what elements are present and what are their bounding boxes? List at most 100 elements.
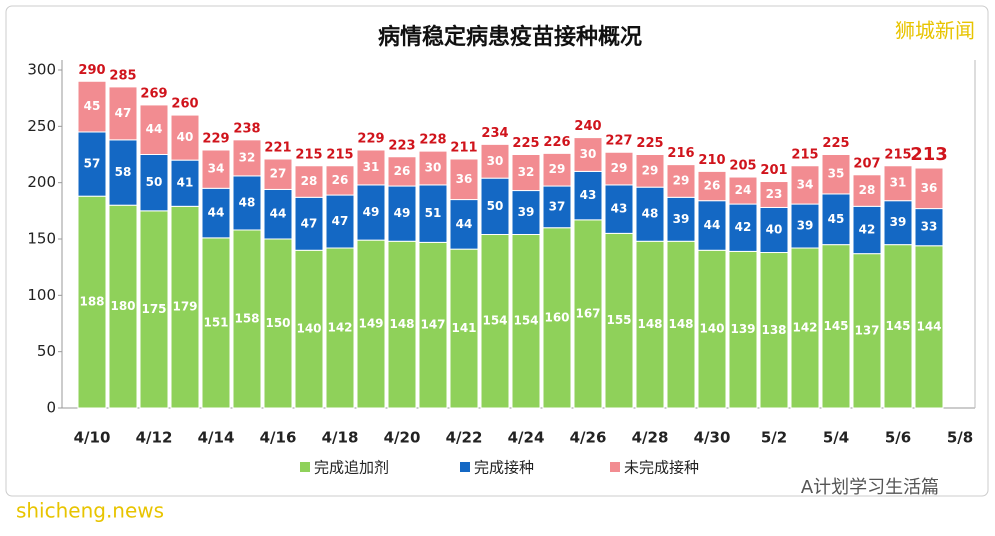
bar-segment	[542, 152, 572, 187]
bar-segment	[387, 156, 417, 187]
value-label: 140	[699, 322, 724, 336]
value-label: 138	[761, 323, 786, 337]
bar-segment	[480, 143, 510, 179]
value-label: 147	[420, 318, 445, 332]
bar-segment	[914, 167, 944, 210]
watermark: shicheng.news	[16, 499, 164, 523]
value-label: 137	[854, 323, 879, 337]
bar-segment	[232, 175, 262, 231]
bar-segment	[170, 114, 200, 161]
value-label: 167	[575, 306, 600, 320]
total-label: 260	[171, 97, 198, 112]
value-label: 35	[828, 167, 845, 181]
bar-segment	[821, 244, 851, 409]
value-label: 26	[394, 164, 411, 178]
value-label: 47	[332, 214, 349, 228]
total-label: 215	[791, 147, 818, 162]
total-label: 216	[667, 146, 694, 161]
total-label: 225	[636, 136, 663, 151]
value-label: 154	[482, 314, 507, 328]
total-label: 225	[512, 136, 539, 151]
bar-segment	[573, 137, 603, 172]
total-label: 215	[326, 147, 353, 162]
value-label: 175	[141, 302, 166, 316]
bar-segment	[387, 240, 417, 409]
bar-segment	[449, 158, 479, 201]
value-label: 39	[797, 219, 814, 233]
value-label: 44	[704, 218, 721, 232]
value-label: 40	[766, 222, 783, 236]
value-label: 42	[859, 222, 876, 236]
x-tick-label: 4/14	[198, 429, 235, 447]
y-tick-label: 150	[27, 230, 56, 248]
bar-segment	[77, 131, 107, 197]
bar-segment	[635, 240, 665, 409]
bar-segment	[170, 205, 200, 409]
bar-segment	[914, 245, 944, 409]
value-label: 47	[115, 106, 132, 120]
bar-segment	[356, 149, 386, 186]
x-tick-label: 4/30	[694, 429, 731, 447]
value-label: 50	[146, 175, 163, 189]
value-label: 34	[208, 162, 225, 176]
value-label: 148	[668, 317, 693, 331]
value-label: 26	[332, 173, 349, 187]
value-label: 45	[828, 212, 845, 226]
bar-segment	[77, 80, 107, 133]
total-label: 234	[481, 126, 508, 141]
bar-segment	[759, 206, 789, 254]
value-label: 24	[735, 183, 752, 197]
bar-segment	[790, 203, 820, 249]
value-label: 148	[637, 317, 662, 331]
bar-segment	[573, 219, 603, 409]
y-tick-label: 300	[27, 61, 56, 79]
value-label: 34	[797, 177, 814, 191]
bar-segment	[325, 194, 355, 249]
y-tick-label: 250	[27, 117, 56, 135]
bar-segment	[883, 165, 913, 202]
x-tick-label: 5/4	[823, 429, 849, 447]
legend-label: 未完成接种	[624, 459, 699, 477]
bar-segment	[883, 200, 913, 246]
value-label: 58	[115, 165, 132, 179]
watermark: A计划学习生活篇	[801, 477, 939, 498]
value-label: 33	[921, 220, 938, 234]
x-tick-label: 4/20	[384, 429, 421, 447]
total-label: 210	[698, 153, 725, 168]
value-label: 154	[513, 314, 538, 328]
value-label: 23	[766, 187, 783, 201]
value-label: 42	[735, 220, 752, 234]
total-label: 221	[264, 141, 291, 156]
total-label: 211	[450, 141, 477, 156]
value-label: 144	[916, 319, 941, 333]
x-tick-label: 4/16	[260, 429, 297, 447]
y-tick-label: 0	[46, 399, 56, 417]
x-tick-label: 4/28	[632, 429, 669, 447]
total-label: 240	[574, 119, 601, 134]
bar-segment	[387, 185, 417, 242]
bar-segment	[759, 252, 789, 409]
total-label: 229	[202, 131, 229, 146]
x-tick-label: 5/8	[947, 429, 973, 447]
bar-segment	[325, 165, 355, 196]
value-label: 145	[823, 319, 848, 333]
total-label: 223	[388, 138, 415, 153]
total-label: 228	[419, 133, 446, 148]
legend-swatch	[460, 462, 470, 472]
value-label: 142	[327, 321, 352, 335]
total-label: 290	[78, 63, 105, 78]
value-label: 149	[358, 317, 383, 331]
bar-segment	[418, 184, 448, 243]
watermark: 狮城新闻	[895, 19, 975, 43]
value-label: 139	[730, 322, 755, 336]
x-tick-label: 4/18	[322, 429, 359, 447]
value-label: 158	[234, 311, 259, 325]
bar-segment	[511, 154, 541, 192]
value-label: 148	[389, 317, 414, 331]
value-label: 36	[456, 172, 473, 186]
bar-segment	[139, 210, 169, 409]
value-label: 44	[208, 206, 225, 220]
bar-segment	[635, 154, 665, 188]
y-tick-label: 100	[27, 286, 56, 304]
